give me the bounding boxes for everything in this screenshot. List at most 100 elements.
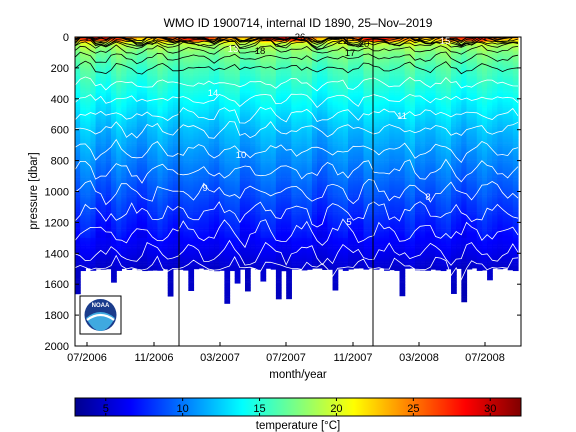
field-cell xyxy=(167,276,174,279)
field-cell xyxy=(136,75,143,78)
field-cell xyxy=(157,64,164,67)
field-cell xyxy=(162,78,169,81)
field-cell xyxy=(85,177,92,180)
field-cell xyxy=(167,75,174,78)
field-cell xyxy=(193,242,200,245)
field-cell xyxy=(183,151,189,154)
field-cell xyxy=(126,55,133,58)
field-cell xyxy=(121,233,128,236)
field-cell xyxy=(198,267,205,269)
field-cell xyxy=(198,172,205,175)
field-cell xyxy=(183,112,189,115)
field-cell xyxy=(105,140,112,143)
field-cell xyxy=(116,220,122,223)
field-cell xyxy=(126,91,133,93)
field-cell xyxy=(131,217,138,220)
field-cell xyxy=(147,109,153,112)
field-cell xyxy=(183,251,189,254)
field-cell xyxy=(100,142,107,144)
field-cell xyxy=(198,261,205,263)
field-cell xyxy=(167,214,174,217)
field-cell xyxy=(183,44,189,47)
field-cell xyxy=(162,154,169,157)
field-cell xyxy=(147,216,153,219)
field-cell xyxy=(198,74,205,76)
field-cell xyxy=(80,159,86,161)
field-cell xyxy=(116,43,122,46)
field-cell xyxy=(85,219,92,222)
field-cell xyxy=(172,154,179,157)
field-cell xyxy=(105,151,112,154)
field-cell xyxy=(141,135,148,138)
field-cell xyxy=(105,98,112,101)
field-cell xyxy=(183,262,189,265)
field-cell xyxy=(193,75,200,78)
field-cell xyxy=(116,242,122,245)
field-cell xyxy=(183,120,189,123)
field-cell xyxy=(116,78,122,81)
field-cell xyxy=(183,69,189,72)
field-cell xyxy=(136,129,143,132)
field-cell xyxy=(198,86,205,89)
field-cell xyxy=(162,108,169,110)
field-cell xyxy=(172,101,179,104)
field-cell xyxy=(95,128,102,130)
field-cell xyxy=(198,250,205,253)
field-cell xyxy=(188,284,195,287)
field-cell xyxy=(126,262,133,265)
field-cell xyxy=(162,123,169,126)
field-cell xyxy=(105,223,112,226)
field-cell xyxy=(121,236,128,239)
field-cell xyxy=(157,128,164,130)
field-cell xyxy=(136,248,143,251)
field-cell xyxy=(141,169,148,172)
field-cell xyxy=(90,217,97,220)
field-cell xyxy=(126,197,133,200)
field-cell xyxy=(100,77,107,80)
field-cell xyxy=(172,38,179,41)
field-cell xyxy=(198,40,205,42)
field-cell xyxy=(80,242,86,245)
field-cell xyxy=(95,240,102,243)
field-cell xyxy=(105,219,112,222)
field-cell xyxy=(111,67,117,70)
field-cell xyxy=(90,250,97,253)
field-cell xyxy=(172,72,179,75)
field-cell xyxy=(198,125,205,127)
field-cell xyxy=(131,186,138,189)
field-cell xyxy=(95,87,102,90)
field-cell xyxy=(198,240,205,243)
field-cell xyxy=(167,233,174,236)
field-cell xyxy=(198,148,205,151)
field-cell xyxy=(85,217,92,220)
field-cell xyxy=(147,197,153,200)
field-cell xyxy=(167,87,174,90)
field-cell xyxy=(116,267,122,270)
field-cell xyxy=(75,117,81,120)
field-cell xyxy=(193,138,200,141)
field-cell xyxy=(90,149,97,152)
field-cell xyxy=(157,168,164,171)
field-cell xyxy=(90,176,97,178)
field-cell xyxy=(147,137,153,140)
field-cell xyxy=(147,165,153,168)
field-cell xyxy=(80,196,86,198)
field-cell xyxy=(116,74,122,76)
field-cell xyxy=(75,89,81,92)
field-cell xyxy=(105,174,112,177)
field-cell xyxy=(121,189,128,192)
field-cell xyxy=(111,64,117,67)
field-cell xyxy=(121,44,128,47)
field-cell xyxy=(105,205,112,208)
field-cell xyxy=(95,159,102,161)
field-cell xyxy=(198,61,205,64)
field-cell xyxy=(188,186,195,189)
field-cell xyxy=(162,67,169,70)
field-cell xyxy=(198,163,205,166)
field-cell xyxy=(131,193,138,195)
field-cell xyxy=(131,177,138,180)
field-cell xyxy=(178,225,184,228)
field-cell xyxy=(126,52,133,55)
field-cell xyxy=(178,120,184,123)
field-cell xyxy=(178,108,184,110)
